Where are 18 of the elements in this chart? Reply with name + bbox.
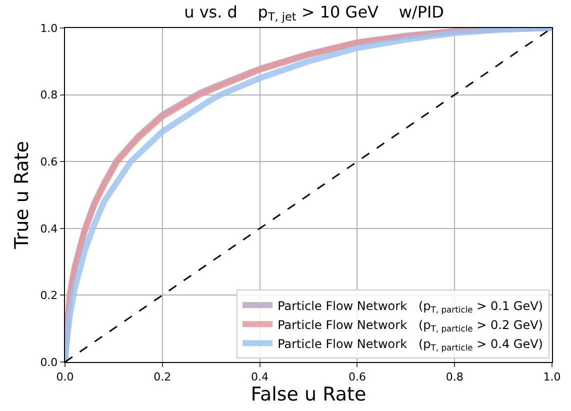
y-tick-label: 1.0 <box>40 22 58 35</box>
y-tick-label: 0.8 <box>40 88 58 102</box>
x-axis-title: False u Rate <box>250 383 366 406</box>
y-axis-title: True u Rate <box>11 140 34 250</box>
x-tick-label: 0.8 <box>446 370 464 384</box>
y-tick-label: 0.0 <box>40 356 58 369</box>
legend-label: Particle Flow Network (p$_{T, particle}$ > 0.1 GeV) <box>278 298 543 314</box>
legend-label: Particle Flow Network (p$_{T, particle}$ > 0.4 GeV) <box>278 336 543 352</box>
x-tick-label: 0.6 <box>348 370 366 384</box>
y-tick-label: 0.4 <box>40 222 58 236</box>
x-tick-label: 0.0 <box>56 370 74 384</box>
x-tick-label: 1.0 <box>543 370 561 384</box>
y-tick-label: 0.2 <box>40 289 58 302</box>
x-tick-label: 0.2 <box>154 370 172 384</box>
legend-label: Particle Flow Network (p$_{T, particle}$ > 0.2 GeV) <box>278 318 543 334</box>
chart-title: u vs. d p$_{T, jet}$ > 10 GeV w/PID <box>184 2 444 24</box>
y-tick-label: 0.6 <box>40 155 58 168</box>
x-tick-label: 0.4 <box>251 370 269 384</box>
